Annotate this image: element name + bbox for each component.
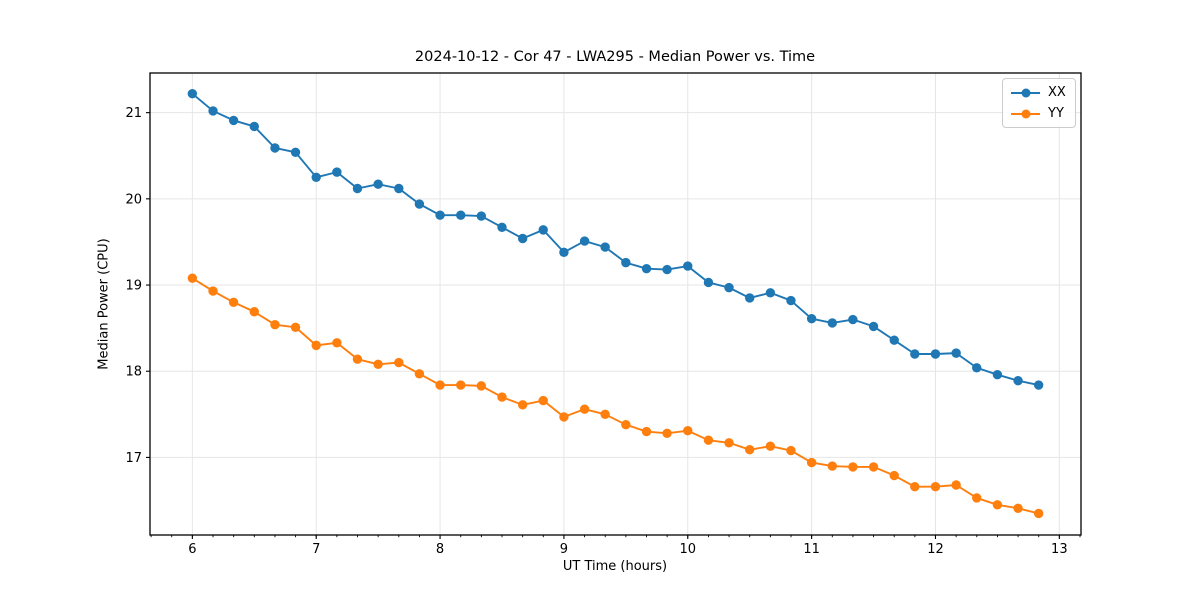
legend-line-marker-icon xyxy=(1011,87,1040,98)
y-axis-label: Median Power (CPU) xyxy=(96,238,112,370)
svg-text:7: 7 xyxy=(312,542,320,557)
legend: XX YY xyxy=(1002,78,1076,128)
svg-text:19: 19 xyxy=(125,279,142,294)
legend-item-xx: XX xyxy=(1011,83,1066,102)
legend-line-marker-icon xyxy=(1011,108,1040,119)
svg-text:18: 18 xyxy=(125,365,142,380)
svg-text:17: 17 xyxy=(125,451,142,466)
svg-text:11: 11 xyxy=(803,542,820,557)
svg-text:10: 10 xyxy=(679,542,696,557)
svg-text:12: 12 xyxy=(927,542,944,557)
svg-text:13: 13 xyxy=(1051,542,1068,557)
svg-text:20: 20 xyxy=(125,192,142,207)
chart-title: 2024-10-12 - Cor 47 - LWA295 - Median Po… xyxy=(414,49,816,65)
legend-label: YY xyxy=(1048,106,1064,121)
x-axis-label: UT Time (hours) xyxy=(562,559,668,574)
svg-text:6: 6 xyxy=(188,542,196,557)
svg-text:8: 8 xyxy=(436,542,444,557)
svg-text:21: 21 xyxy=(125,106,142,121)
legend-label: XX xyxy=(1048,85,1066,100)
legend-item-yy: YY xyxy=(1011,104,1066,123)
svg-text:9: 9 xyxy=(560,542,568,557)
